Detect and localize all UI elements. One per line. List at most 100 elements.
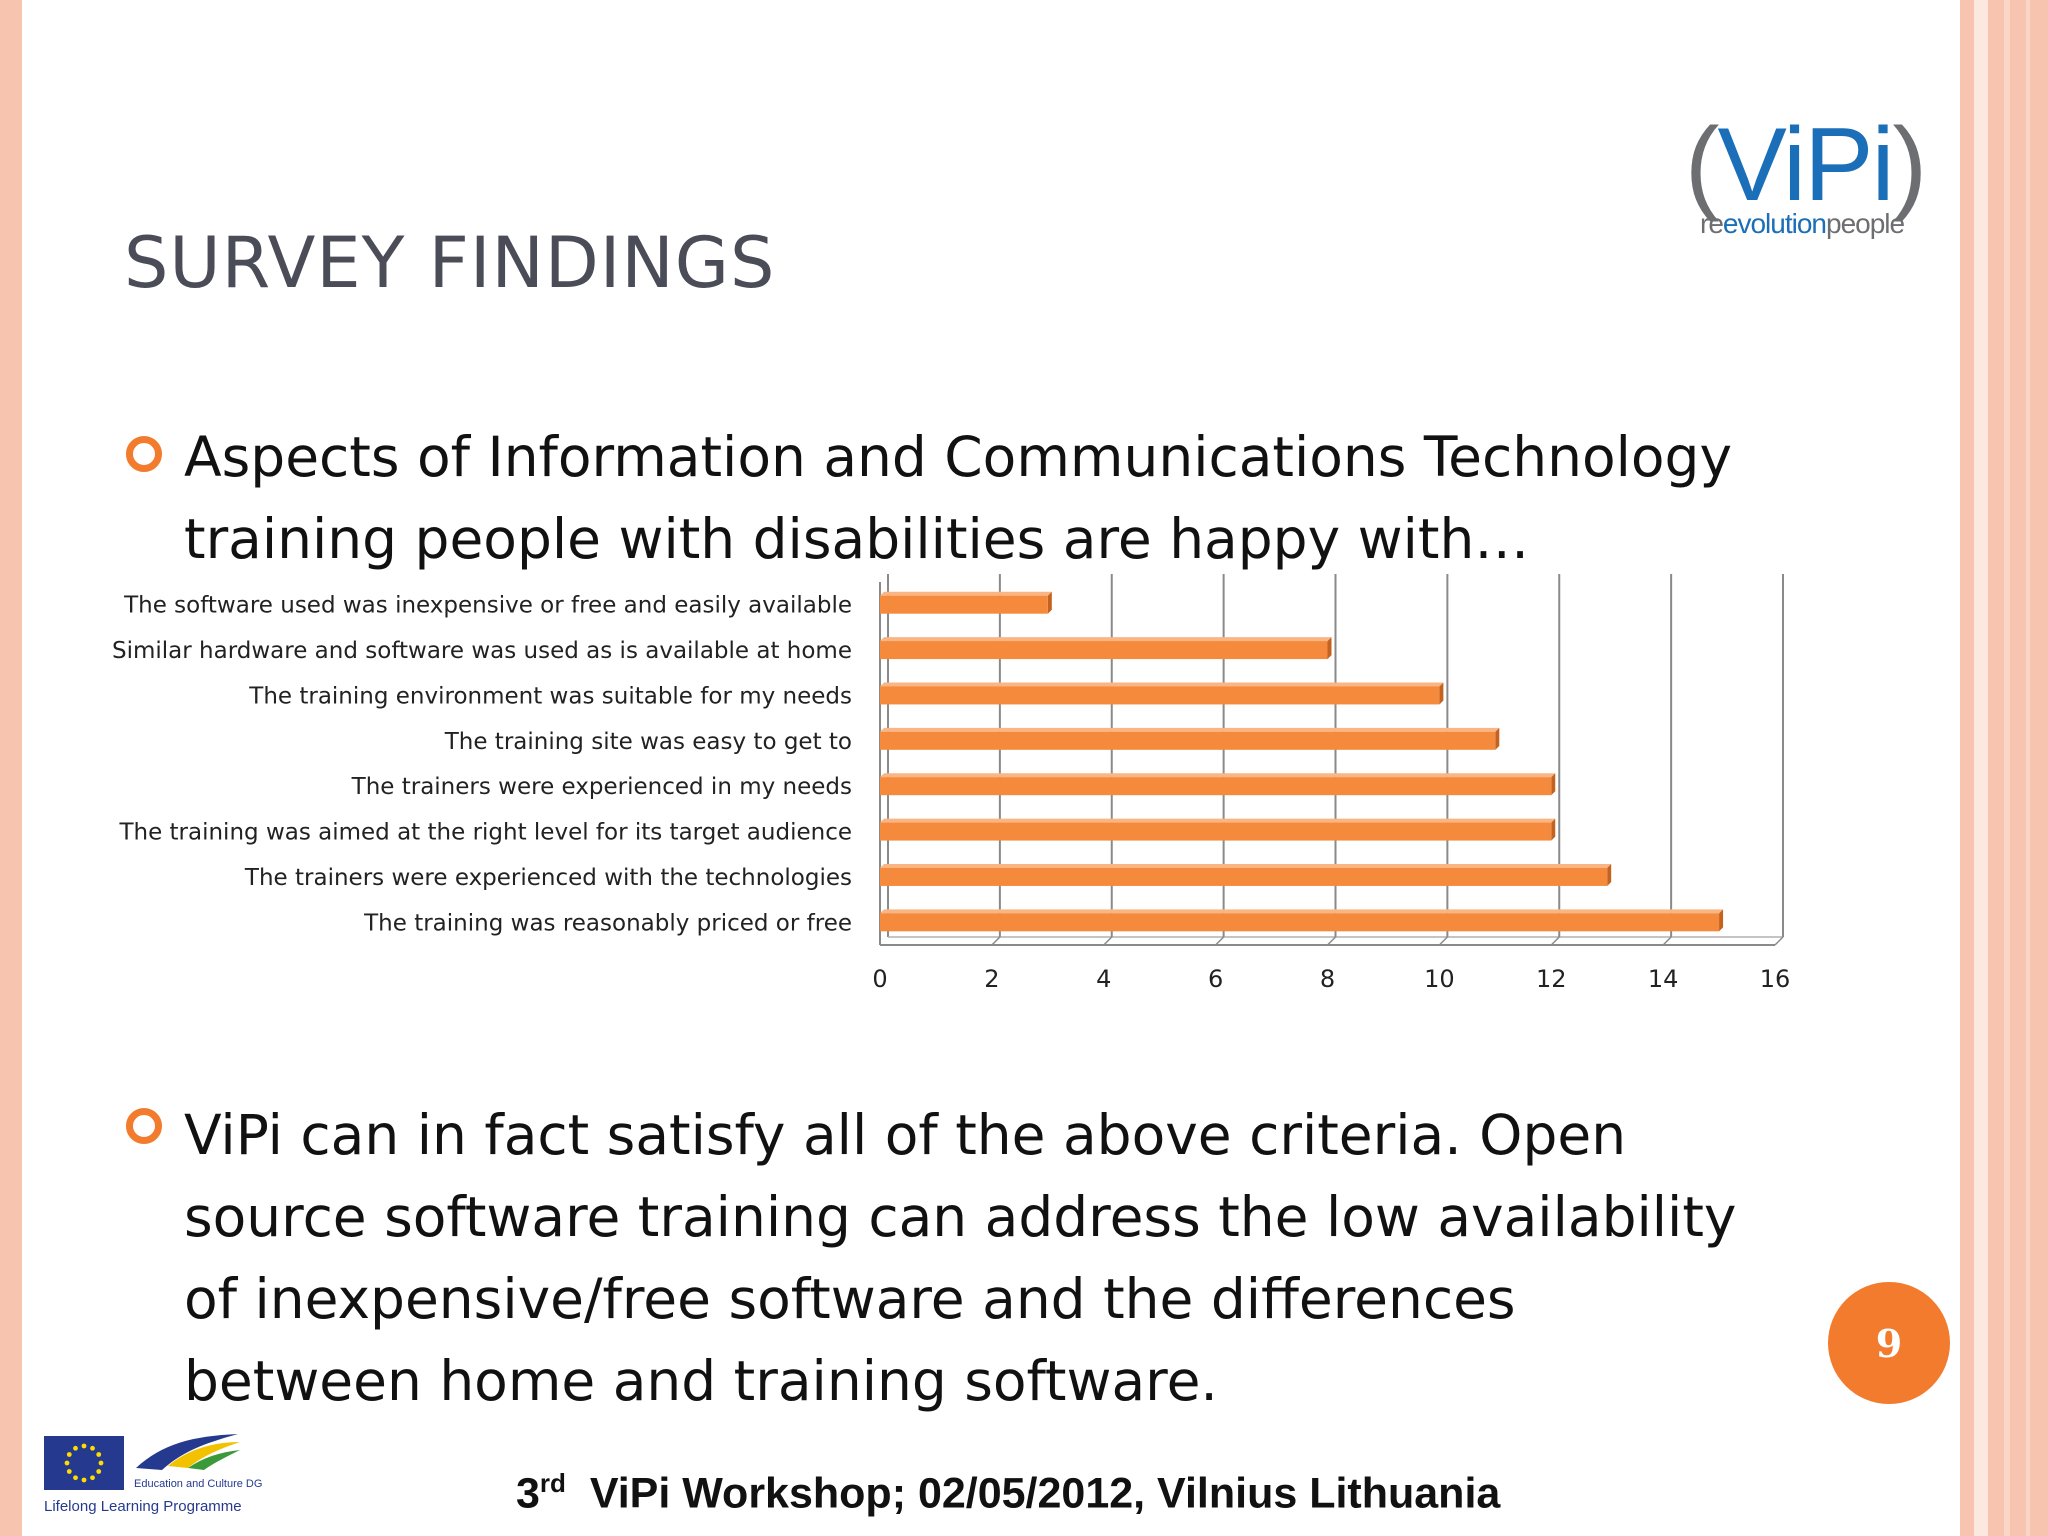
chart-bar-side	[1047, 591, 1052, 614]
logo-right-paren: )	[1892, 107, 1928, 223]
page-number: 9	[1875, 1320, 1903, 1366]
chart-bar-front	[880, 641, 1328, 660]
chart-bar	[880, 909, 1724, 932]
chart-bars	[880, 591, 1724, 932]
logo-letter-i: i	[1871, 107, 1894, 223]
chart-bar	[880, 727, 1500, 750]
lifelong-learning-bird-icon	[136, 1434, 240, 1470]
chart-tick-labels: 0 2 4 6 8 10 12 14 16	[872, 965, 1790, 993]
chart-bar-top	[880, 863, 1612, 868]
eu-star	[66, 1469, 72, 1474]
chart-category-label: The trainers were experienced with the t…	[244, 865, 852, 891]
chart-category-label: Similar hardware and software was used a…	[112, 638, 852, 664]
footer-event: ViPi Workshop; 02/05/2012, Vilnius Lithu…	[589, 1469, 1501, 1518]
chart-bar-side	[1551, 773, 1556, 796]
chart-tick-mark	[1662, 936, 1672, 946]
chart-tick-mark	[1215, 936, 1225, 946]
chart-tick-mark	[1774, 936, 1784, 946]
chart-tick-label: 0	[872, 965, 887, 993]
bullet-ring-icon	[126, 1108, 162, 1144]
logo-letter-v: V	[1717, 107, 1784, 223]
chart-tick-label: 16	[1760, 965, 1791, 993]
chart-bar-front	[880, 686, 1440, 705]
chart-bar-top	[880, 727, 1500, 732]
tagline-part: people	[1826, 208, 1905, 239]
chart-category-label: The training site was easy to get to	[444, 729, 852, 755]
chart-tick-label: 4	[1096, 965, 1111, 993]
chart-tick-mark	[1550, 936, 1560, 946]
chart-bar-top	[880, 682, 1444, 687]
chart-bar-front	[880, 777, 1552, 796]
chart-tick-label: 10	[1424, 965, 1455, 993]
chart-bar-front	[880, 867, 1608, 886]
eu-star	[90, 1475, 95, 1481]
chart-bar-side	[1551, 818, 1556, 841]
eu-star	[96, 1469, 102, 1474]
chart-tick-mark	[991, 936, 1001, 946]
chart-tick-label: 6	[1208, 965, 1223, 993]
footer-text: 3rd ViPi Workshop; 02/05/2012, Vilnius L…	[516, 1468, 1500, 1518]
chart-bar-front	[880, 822, 1552, 841]
chart-bar-front	[880, 595, 1048, 614]
chart-bar-side	[1495, 727, 1500, 750]
bar-chart: The software used was inexpensive or fre…	[112, 574, 1790, 993]
eu-star	[96, 1452, 102, 1457]
chart-grid	[879, 574, 1784, 946]
bullet-text: Aspects of Information and Communication…	[184, 425, 1733, 571]
eu-star	[90, 1445, 95, 1451]
vipi-logo-wordmark: (ViPi)	[1660, 110, 1950, 220]
chart-bar-side	[1607, 863, 1612, 886]
logo-left-paren: (	[1684, 107, 1720, 223]
eu-star	[64, 1460, 70, 1466]
logo-letter-p: P	[1804, 107, 1873, 223]
chart-bar-side	[1439, 682, 1444, 705]
right-border-stripe	[1960, 0, 1974, 1536]
chart-bar-side	[1327, 637, 1332, 660]
tagline-part: re	[1700, 208, 1724, 239]
chart-bar-front	[880, 731, 1496, 750]
vipi-logo: (ViPi) reevolutionpeople	[1660, 110, 1950, 245]
eu-stars-icon	[64, 1443, 104, 1483]
chart-category-label: The training was aimed at the right leve…	[118, 820, 852, 846]
left-border-stripe	[0, 0, 22, 1536]
eu-star	[73, 1445, 78, 1451]
partner-dg-text: Education and Culture DG	[134, 1478, 263, 1490]
chart-bar-top	[880, 818, 1556, 823]
bullet-ring-icon	[126, 436, 162, 472]
eu-star	[98, 1460, 104, 1466]
eu-star	[66, 1452, 72, 1457]
eu-flag-icon	[44, 1436, 124, 1490]
chart-bar-top	[880, 591, 1052, 596]
chart-tick-label: 8	[1320, 965, 1335, 993]
chart-bar	[880, 773, 1556, 796]
chart-bar	[880, 591, 1052, 614]
chart-bar-side	[1719, 909, 1724, 932]
page-number-badge: 9	[1828, 1282, 1950, 1404]
chart-bar-front	[880, 913, 1720, 932]
chart-tick-mark	[1103, 936, 1113, 946]
chart-bar	[880, 818, 1556, 841]
chart-tick-label: 12	[1536, 965, 1567, 993]
right-border-line	[2004, 0, 2010, 1536]
footer-number: 3	[516, 1469, 540, 1518]
chart-tick-mark	[1438, 936, 1448, 946]
logo-letter-i: i	[1782, 107, 1806, 223]
chart-bar-top	[880, 773, 1556, 778]
vipi-logo-tagline: reevolutionpeople	[1700, 208, 1950, 240]
footer-ordinal: rd	[539, 1468, 566, 1498]
eu-star	[81, 1477, 87, 1483]
right-border-stripe-light	[1974, 0, 1988, 1536]
right-border-line	[2026, 0, 2030, 1536]
chart-tick-label: 14	[1648, 965, 1679, 993]
chart-tick-label: 2	[984, 965, 999, 993]
chart-category-labels: The software used was inexpensive or fre…	[112, 593, 852, 937]
chart-tick-mark	[1326, 936, 1337, 946]
chart-bar-top	[880, 909, 1724, 914]
chart-category-label: The training environment was suitable fo…	[248, 683, 852, 709]
slide-title: SURVEY FINDINGS	[124, 222, 776, 304]
right-border-stripe-outer	[1988, 0, 2048, 1536]
chart-bar	[880, 863, 1612, 886]
bullet-text: ViPi can in fact satisfy all of the abov…	[184, 1103, 1737, 1413]
eu-star	[81, 1443, 87, 1449]
partner-programme-text: Lifelong Learning Programme	[44, 1498, 242, 1515]
